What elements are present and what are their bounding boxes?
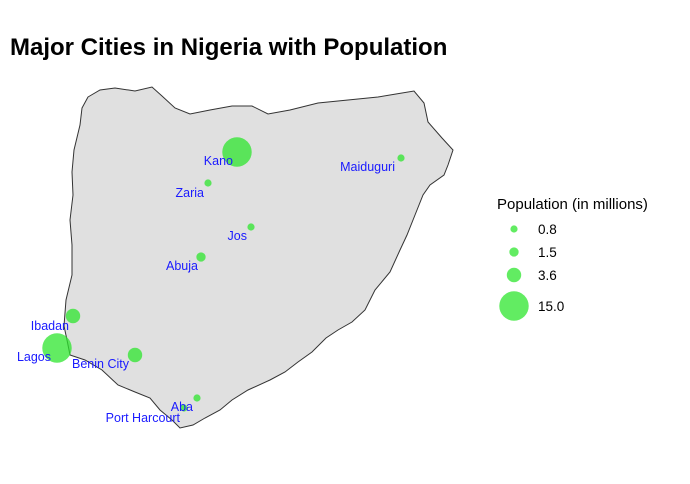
legend-items: 0.8 1.5 3.6 15.0 (499, 222, 564, 321)
city-label-ibadan: Ibadan (31, 319, 69, 333)
city-label-lagos: Lagos (17, 350, 51, 364)
city-point-lagos (42, 333, 72, 363)
city-point-zaria (204, 179, 212, 187)
legend-title: Population (in millions) (497, 196, 648, 213)
legend-label-2: 1.5 (538, 245, 557, 260)
city-label-benin-city: Benin City (72, 357, 130, 371)
legend-label-3: 3.6 (538, 268, 557, 283)
city-point-port-harcourt (180, 404, 188, 412)
city-point-abuja (196, 252, 206, 262)
city-point-maiduguri (397, 154, 405, 162)
city-point-ibadan (65, 308, 81, 324)
city-label-port-harcourt: Port Harcourt (106, 411, 181, 425)
city-label-aba: Aba (171, 400, 193, 414)
city-point-kano (222, 137, 252, 167)
legend: Population (in millions) 0.8 1.5 3.6 15.0 (497, 196, 648, 321)
legend-key-2 (509, 247, 519, 257)
city-label-kano: Kano (204, 154, 233, 168)
city-label-maiduguri: Maiduguri (340, 160, 395, 174)
map-title: Major Cities in Nigeria with Population (10, 34, 447, 61)
city-point-jos (247, 223, 255, 231)
cities-layer: Kano Maiduguri Zaria Jos Abuja Ibadan Lagos Ben… (17, 137, 405, 425)
city-label-zaria: Zaria (176, 186, 205, 200)
legend-label-4: 15.0 (538, 299, 564, 314)
nigeria-outline (63, 86, 454, 429)
legend-key-3 (506, 267, 522, 283)
city-point-benin-city (127, 347, 143, 363)
legend-key-1 (510, 225, 518, 233)
legend-key-4 (499, 291, 529, 321)
city-label-jos: Jos (228, 229, 247, 243)
city-label-abuja: Abuja (166, 259, 198, 273)
city-point-aba (193, 394, 201, 402)
legend-label-1: 0.8 (538, 222, 557, 237)
